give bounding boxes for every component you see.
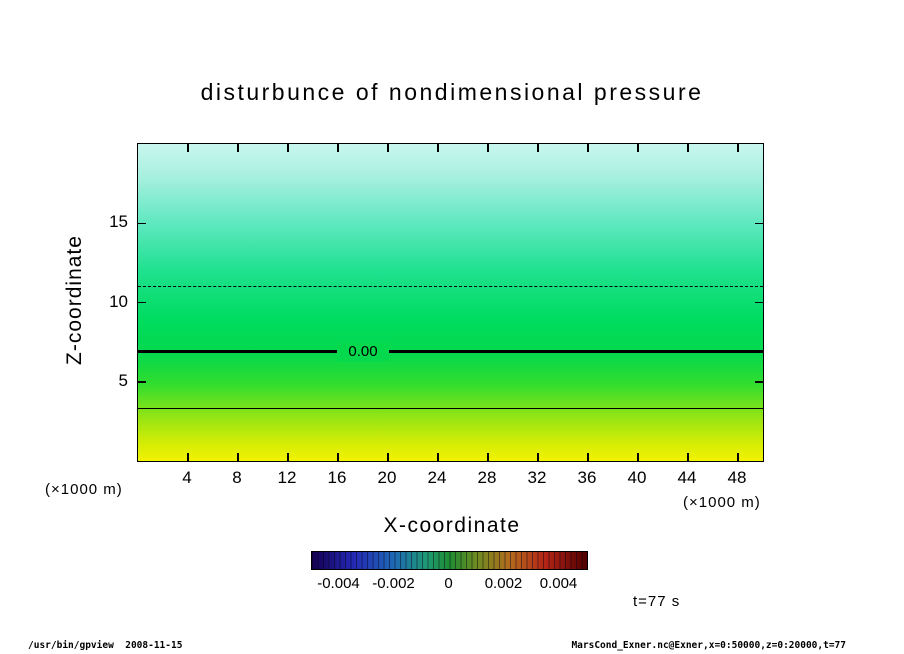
x-tick-mark	[537, 453, 539, 461]
y-tick-mark	[755, 301, 763, 304]
colorbar-tick-labels: -0.004 -0.002 0 0.002 0.004	[311, 575, 586, 595]
plot-frame: 0.00	[137, 143, 764, 462]
y-tick-labels: 5 10 15	[0, 143, 128, 460]
colorbar-tick-label: 0.002	[484, 575, 523, 592]
x-tick-label: 8	[232, 468, 242, 487]
contour-line-zero	[387, 350, 763, 353]
x-tick-mark	[687, 144, 689, 152]
contour-line-dashed	[138, 285, 763, 287]
x-tick-label: 28	[477, 468, 497, 487]
footer-datasource: MarsCond_Exner.nc@Exner,x=0:50000,z=0:20…	[571, 640, 846, 651]
x-tick-label: 44	[677, 468, 697, 487]
x-tick-label: 36	[577, 468, 597, 487]
y-tick-mark	[755, 222, 763, 224]
x-tick-mark	[687, 453, 689, 461]
x-tick-mark	[287, 144, 289, 152]
y-tick-mark	[138, 301, 146, 304]
x-tick-mark	[437, 453, 439, 461]
x-tick-mark	[487, 144, 489, 152]
x-tick-mark	[587, 144, 589, 152]
x-tick-label: 32	[527, 468, 547, 487]
y-tick-mark	[138, 381, 146, 383]
x-tick-mark	[637, 453, 639, 461]
y-axis-unit: (×1000 m)	[45, 481, 123, 498]
x-tick-label: 16	[327, 468, 347, 487]
y-tick-label: 10	[109, 291, 128, 311]
colorbar-tick-label: 0	[444, 575, 453, 592]
x-tick-mark	[187, 453, 189, 461]
x-tick-mark	[337, 453, 339, 461]
colorbar-tick-label: 0.004	[539, 575, 578, 592]
x-tick-label: 40	[627, 468, 647, 487]
colorbar	[311, 551, 588, 570]
x-tick-mark	[737, 453, 739, 461]
x-tick-mark	[437, 144, 439, 152]
time-label: t=77 s	[633, 593, 681, 610]
y-tick-label: 15	[109, 212, 128, 232]
x-tick-label: 24	[427, 468, 447, 487]
y-tick-label: 5	[118, 370, 128, 390]
x-tick-mark	[237, 144, 239, 152]
colorbar-tick-label: -0.004	[317, 575, 360, 592]
x-tick-mark	[237, 453, 239, 461]
y-tick-mark	[138, 222, 146, 224]
chart-title: disturbunce of nondimensional pressure	[200, 79, 704, 105]
x-tick-mark	[387, 453, 389, 461]
colorbar-stripes	[312, 552, 587, 569]
y-tick-mark	[755, 381, 763, 383]
footer-command: /usr/bin/gpview 2008-11-15	[28, 640, 183, 651]
x-tick-mark	[337, 144, 339, 152]
x-tick-mark	[487, 453, 489, 461]
plot-overlay: 0.00	[138, 144, 763, 461]
colorbar-tick-label: -0.002	[372, 575, 415, 592]
x-tick-mark	[637, 144, 639, 152]
x-tick-mark	[537, 144, 539, 152]
x-tick-mark	[737, 144, 739, 152]
colorbar-gradient	[312, 552, 587, 569]
x-tick-label: 20	[377, 468, 397, 487]
contour-line	[138, 408, 763, 410]
x-tick-mark	[587, 453, 589, 461]
x-tick-labels: 4 8 12 16 20 24 28 32 36 40 44 48	[137, 468, 762, 490]
x-axis-unit: (×1000 m)	[683, 494, 761, 511]
x-tick-mark	[187, 144, 189, 152]
x-axis-label: X-coordinate	[383, 514, 521, 537]
x-tick-mark	[387, 144, 389, 152]
x-tick-mark	[287, 453, 289, 461]
contour-label: 0.00	[337, 342, 389, 361]
contour-line-zero	[138, 350, 339, 353]
x-tick-label: 4	[182, 468, 192, 487]
x-tick-label: 12	[277, 468, 297, 487]
x-tick-label: 48	[727, 468, 747, 487]
